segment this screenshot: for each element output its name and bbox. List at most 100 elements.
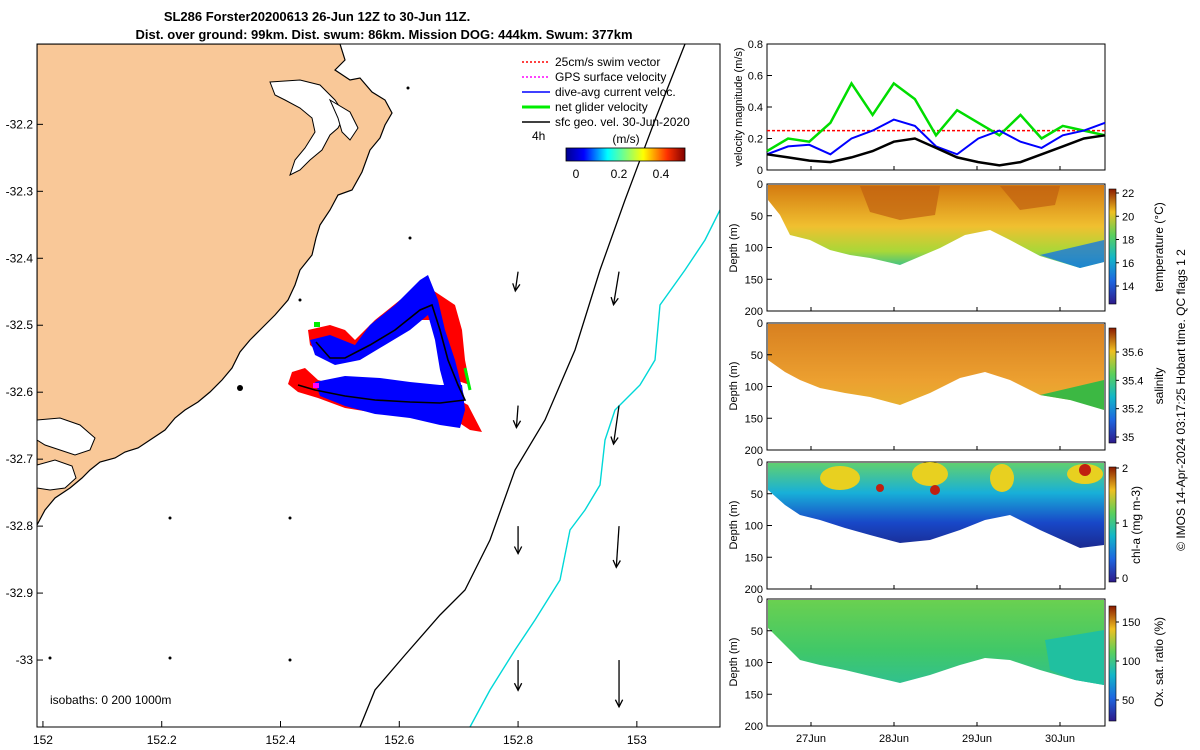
map-x-tick-label: 152.6 <box>384 733 414 747</box>
colorbar-tick-label: 35.4 <box>1122 375 1143 387</box>
geo-velocity-arrowhead <box>610 296 619 307</box>
isobath-1000m <box>469 209 720 727</box>
depth-y-tick-label: 0 <box>757 318 763 330</box>
estuary-lake <box>269 79 346 176</box>
salinity-depth-label: Depth (m) <box>728 362 740 411</box>
map-frame <box>36 43 721 728</box>
geo-velocity-arrowhead <box>610 436 619 446</box>
map-x-tick-label: 152 <box>33 733 53 747</box>
map-x-tick-label: 152.4 <box>265 733 295 747</box>
depth-y-tick-label: 50 <box>751 489 763 501</box>
colorbar-tick: 0.2 <box>611 167 628 181</box>
geo-velocity-arrow <box>612 405 620 445</box>
depth-y-tick-label: 100 <box>745 382 763 394</box>
geo-velocity-arrowhead <box>513 546 523 556</box>
time-tick-label: 29Jun <box>962 733 992 745</box>
time-axis: 27Jun 28Jun 29Jun 30Jun <box>796 166 1075 745</box>
oxygen-cbar-label: Ox. sat. ratio (%) <box>1152 617 1166 707</box>
legend-item-net-glider-velocity: net glider velocity <box>522 100 648 114</box>
depth-y-tick-label: 100 <box>745 658 763 670</box>
island <box>298 298 302 302</box>
geo-velocity-arrow <box>615 526 620 568</box>
temperature-depth-label: Depth (m) <box>728 224 740 273</box>
velocity-y-tick-label: 0.4 <box>748 102 763 114</box>
map-panel: 152 152.2 152.4 152.6 152.8 153 -32.2-32.3-32… <box>6 43 721 747</box>
velocity-y-tick-label: 0 <box>757 165 763 177</box>
figure-title-line1: SL286 Forster20200613 26-Jun 12Z to 30-J… <box>164 9 470 24</box>
depth-y-tick-label: 150 <box>745 689 763 701</box>
depth-y-tick-label: 50 <box>751 350 763 362</box>
colorbar-tick-label: 2 <box>1122 463 1128 475</box>
colorbar-tick-label: 1 <box>1122 518 1128 530</box>
estuary-lake <box>37 417 96 456</box>
depth-y-tick-label: 0 <box>757 179 763 191</box>
time-tick-label: 27Jun <box>796 733 826 745</box>
depth-y-tick-label: 200 <box>745 584 763 596</box>
speed-colorbar <box>565 147 686 162</box>
salinity-fresh-patch <box>1040 380 1104 410</box>
figure-title-line2: Dist. over ground: 99km. Dist. swum: 86k… <box>135 27 632 42</box>
depth-y-tick-label: 50 <box>751 626 763 638</box>
velocity-y-tick-label: 0.8 <box>748 39 763 51</box>
map-x-tick-label: 153 <box>627 733 647 747</box>
temperature-warm-core <box>860 186 940 220</box>
oxygen-colorbar <box>1108 605 1117 722</box>
glider-start-marker <box>314 322 320 327</box>
colorbar-tick-label: 18 <box>1122 235 1134 247</box>
oxygen-low-patch <box>1045 630 1104 685</box>
credit-line: © IMOS 14-Apr-2024 03:17:25 Hobart time.… <box>1174 249 1188 551</box>
map-x-tick-label: 152.2 <box>147 733 177 747</box>
map-y-tick-label: -32.2 <box>6 117 34 131</box>
svg-text:25cm/s swim vector: 25cm/s swim vector <box>555 55 660 69</box>
island <box>408 236 412 240</box>
glider-net-velocity-arrow <box>463 367 472 391</box>
chla-panel: 0 50 100 150 200 Depth (m) chl-a (mg m-3) 2 1… <box>728 457 1143 596</box>
colorbar-tick-label: 150 <box>1122 617 1140 629</box>
chla-colorbar <box>1108 466 1117 583</box>
colorbar-units-label: (m/s) <box>612 132 639 146</box>
colorbar-tick-label: 14 <box>1122 281 1134 293</box>
velocity-series-line <box>766 134 1106 167</box>
temperature-cool-patch <box>1040 240 1104 268</box>
temperature-colorbar <box>1108 188 1117 305</box>
svg-text:dive-avg current veloc.: dive-avg current veloc. <box>555 85 676 99</box>
svg-text:sfc geo. vel. 30-Jun-2020: sfc geo. vel. 30-Jun-2020 <box>555 115 690 129</box>
temperature-warm-core <box>1000 186 1060 210</box>
isobaths-label: isobaths: 0 200 1000m <box>50 693 171 707</box>
island <box>237 385 243 391</box>
glider-track <box>297 303 467 404</box>
map-y-tick-label: -32.9 <box>6 586 34 600</box>
depth-y-tick-label: 200 <box>745 445 763 457</box>
velocity-series-line <box>766 80 1106 153</box>
colorbar-tick-label: 0 <box>1122 573 1128 585</box>
colorbar-tick: 0.4 <box>653 167 670 181</box>
chla-cbar-label: chl-a (mg m-3) <box>1129 486 1143 564</box>
temperature-cbar-label: temperature (°C) <box>1152 202 1166 292</box>
geo-velocity-arrow <box>612 271 620 305</box>
geo-velocity-arrowhead <box>612 559 621 569</box>
colorbar-tick-label: 35.6 <box>1122 347 1143 359</box>
colorbar-tick-label: 20 <box>1122 211 1134 223</box>
time-tick-label: 28Jun <box>879 733 909 745</box>
salinity-cbar-label: salinity <box>1152 368 1166 405</box>
salinity-section <box>768 324 1104 405</box>
velocity-panel: 0 0.2 0.4 0.6 0.8 velocity magnitude (m/s) <box>733 39 1106 177</box>
velocity-y-tick-label: 0.6 <box>748 71 763 83</box>
depth-y-tick-label: 150 <box>745 552 763 564</box>
depth-y-tick-label: 50 <box>751 211 763 223</box>
legend-item-gps-velocity: GPS surface velocity <box>522 70 666 84</box>
map-x-tick-label: 152.8 <box>503 733 533 747</box>
depth-y-tick-label: 0 <box>757 457 763 469</box>
island <box>288 658 292 662</box>
geo-velocity-arrow <box>515 405 519 428</box>
depth-y-tick-label: 100 <box>745 521 763 533</box>
geo-velocity-arrowhead <box>513 682 523 692</box>
depth-y-tick-label: 0 <box>757 594 763 606</box>
colorbar-tick: 0 <box>573 167 580 181</box>
colorbar-tick-label: 100 <box>1122 656 1140 668</box>
estuary-lake <box>328 98 359 141</box>
reference-duration-label: 4h <box>532 129 545 143</box>
salinity-panel: 0 50 100 150 200 Depth (m) salinity 35.6 35.4… <box>728 318 1166 457</box>
